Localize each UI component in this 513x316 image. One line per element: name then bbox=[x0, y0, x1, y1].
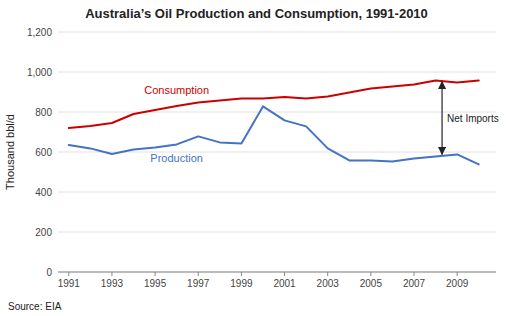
x-tick bbox=[198, 272, 199, 276]
x-tick bbox=[155, 272, 156, 276]
y-label: Thousand bbl/d bbox=[4, 114, 16, 190]
x-tick-label: 1997 bbox=[187, 278, 210, 289]
y-tick-label: 400 bbox=[35, 187, 52, 198]
y-tick-label: 600 bbox=[35, 147, 52, 158]
grid-line bbox=[58, 112, 496, 113]
grid-line bbox=[58, 272, 496, 273]
grid-line bbox=[58, 32, 496, 33]
x-tick-label: 1995 bbox=[144, 278, 167, 289]
x-tick bbox=[327, 272, 328, 276]
x-tick-label: 2001 bbox=[273, 278, 296, 289]
chart: Australia’s Oil Production and Consumpti… bbox=[0, 0, 513, 316]
x-tick-label: 1999 bbox=[230, 278, 253, 289]
y-tick-label: 200 bbox=[35, 227, 52, 238]
y-tick-label: 0 bbox=[46, 267, 52, 278]
source: Source: EIA bbox=[8, 301, 62, 312]
series-line bbox=[69, 106, 479, 164]
grid-line bbox=[58, 232, 496, 233]
x-tick bbox=[284, 272, 285, 276]
y-tick-label: 1,000 bbox=[27, 67, 52, 78]
y-tick-label: 1,200 bbox=[27, 27, 52, 38]
series-label: Consumption bbox=[144, 84, 209, 96]
x-tick-label: 2007 bbox=[403, 278, 426, 289]
x-tick bbox=[68, 272, 69, 276]
x-tick-label: 2005 bbox=[360, 278, 383, 289]
x-axis-line bbox=[58, 272, 496, 273]
grid-line bbox=[58, 192, 496, 193]
series-label: Production bbox=[150, 152, 203, 164]
x-tick bbox=[370, 272, 371, 276]
plot-area bbox=[69, 80, 479, 164]
annotation-arrow bbox=[441, 82, 442, 155]
x-tick bbox=[111, 272, 112, 276]
series-line bbox=[69, 80, 479, 128]
title: Australia’s Oil Production and Consumpti… bbox=[85, 6, 428, 21]
y-tick-label: 800 bbox=[35, 107, 52, 118]
x-tick bbox=[457, 272, 458, 276]
x-tick-label: 1991 bbox=[58, 278, 81, 289]
grid-line bbox=[58, 72, 496, 73]
x-tick bbox=[414, 272, 415, 276]
x-tick bbox=[241, 272, 242, 276]
annotation-label: Net Imports bbox=[447, 113, 499, 124]
x-tick-label: 2003 bbox=[317, 278, 340, 289]
x-tick-label: 2009 bbox=[446, 278, 469, 289]
x-tick-label: 1993 bbox=[101, 278, 124, 289]
